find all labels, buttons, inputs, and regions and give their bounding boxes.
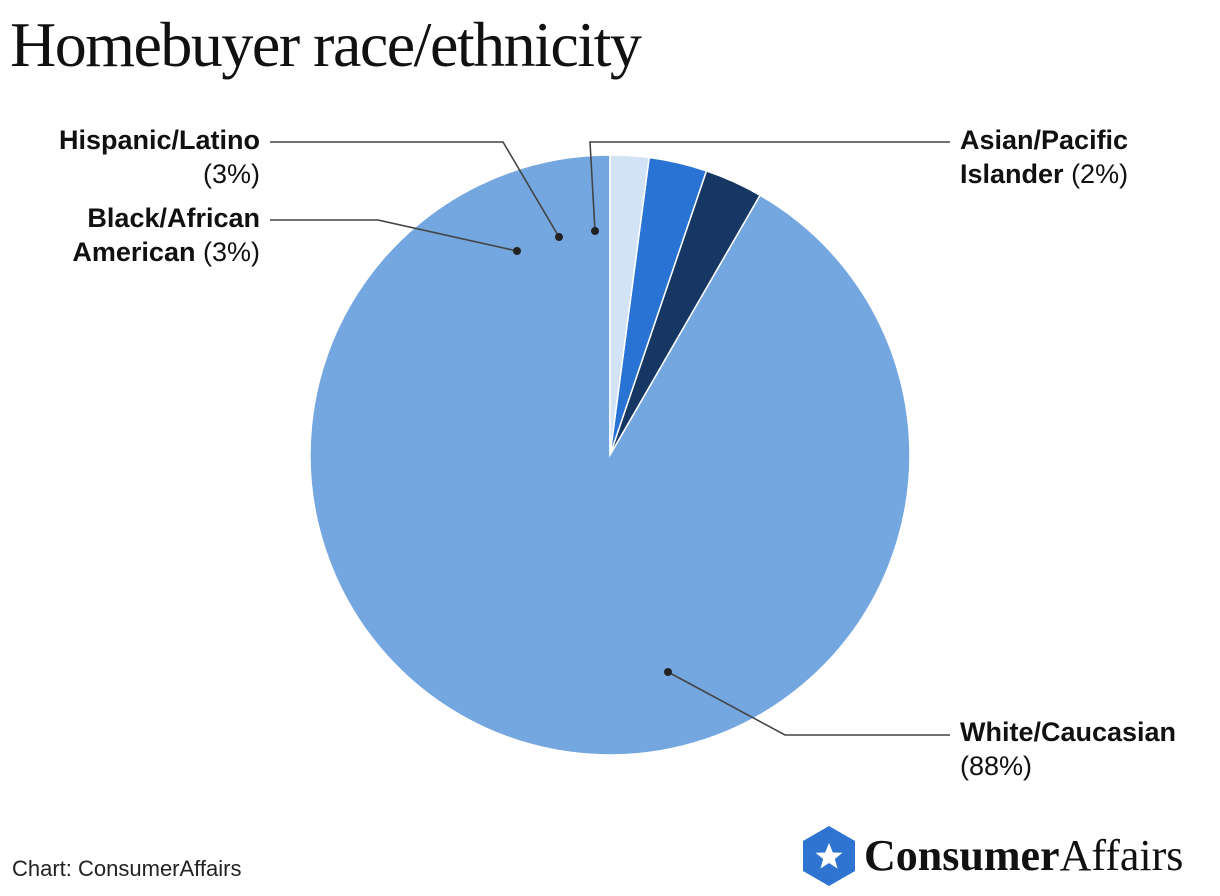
leader-line [667,671,950,736]
brand-wordmark: ConsumerAffairs [864,831,1184,880]
slice-label-text: Islander [960,159,1064,189]
leader-line [589,141,950,232]
leader-dot [591,227,599,235]
slice-value-label: (3%) [202,237,260,267]
leader-line [270,141,560,238]
leader-line [270,219,518,252]
slice-value-label: (2%) [1071,159,1129,189]
slice-label-text: Asian/Pacific [960,125,1129,155]
slice-label-text: White/Caucasian [960,717,1177,747]
leader-dot [513,247,521,255]
slice-value-label: (88%) [960,751,1033,781]
leader-dot [555,233,563,241]
slice-label-text: Black/African [87,203,260,233]
slice-label-asian-pacific-islander: Asian/Pacific Islander (2%) [960,123,1210,191]
slice-label-white-caucasian: White/Caucasian (88%) [960,715,1210,783]
pie-slice-asian-pacific-islander [609,154,650,456]
chart-source: Chart: ConsumerAffairs [12,856,242,881]
chart-title: Homebuyer race/ethnicity [10,9,642,80]
slice-label-hispanic-latino: Hispanic/Latino (3%) [20,123,260,191]
slice-value-label: (3%) [202,159,260,189]
slice-label-black-african-american: Black/African American (3%) [20,201,260,269]
star-hexagon-logo-icon [803,826,855,886]
pie-slices [309,154,911,756]
consumeraffairs-logo: ConsumerAffairs [800,824,1215,888]
slice-label-text: Hispanic/Latino [58,125,260,155]
slice-label-text: American [72,237,196,267]
pie-slice-white-caucasian [309,154,911,756]
leader-dot [664,668,672,676]
leader-lines [270,141,950,736]
